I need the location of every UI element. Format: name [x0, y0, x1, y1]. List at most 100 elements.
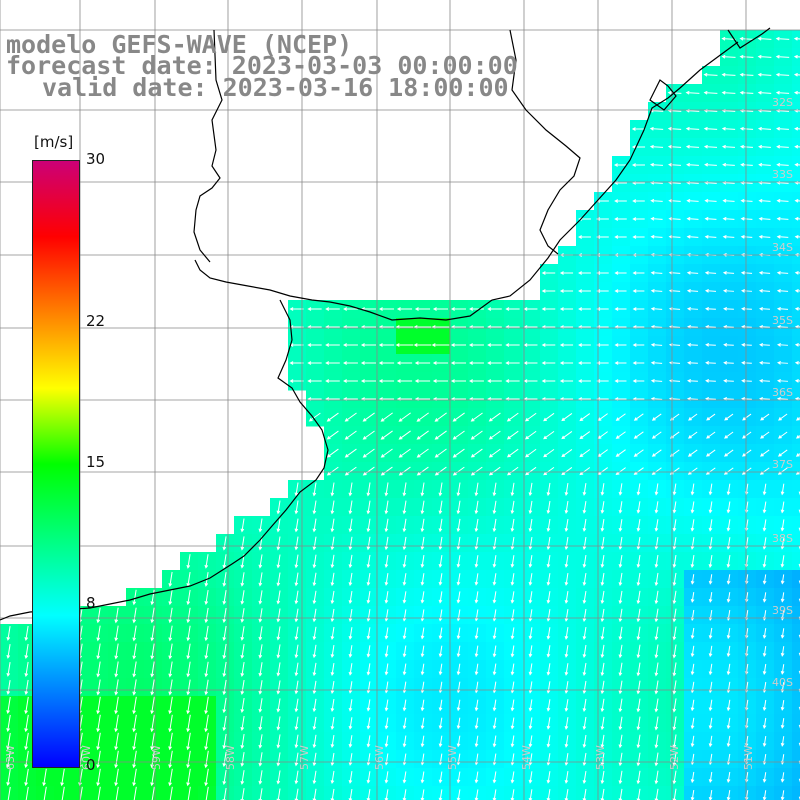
wind-arrow — [596, 307, 609, 311]
wind-arrow — [582, 752, 587, 767]
wind-arrow — [704, 234, 717, 239]
wind-arrow — [168, 732, 173, 751]
wind-arrow — [528, 627, 533, 640]
wind-arrow — [632, 343, 645, 347]
wind-arrow — [344, 430, 357, 440]
wind-arrow — [528, 609, 533, 622]
wind-arrow — [615, 449, 626, 457]
wind-arrow — [723, 378, 734, 383]
wind-arrow — [618, 590, 623, 605]
wind-arrow — [780, 574, 785, 585]
wind-arrow — [492, 627, 497, 640]
wind-arrow — [780, 483, 785, 496]
wind-arrow — [546, 717, 551, 730]
wind-arrow — [636, 770, 641, 785]
wind-arrow — [780, 519, 785, 532]
wind-arrow — [776, 234, 789, 239]
wind-arrow — [434, 466, 447, 476]
wind-arrow — [456, 645, 461, 658]
wind-arrow — [150, 696, 155, 715]
wind-arrow — [420, 500, 425, 515]
wind-arrow — [726, 519, 731, 532]
wind-arrow — [724, 413, 734, 421]
wind-arrow — [438, 573, 443, 586]
wind-arrow — [432, 307, 449, 311]
wind-arrow — [330, 518, 335, 533]
wind-arrow — [685, 90, 700, 95]
wind-arrow — [762, 501, 767, 514]
wind-cell — [792, 480, 800, 499]
wind-arrow — [416, 466, 429, 476]
wind-arrow — [6, 750, 11, 769]
wind-arrow — [742, 413, 752, 421]
wind-arrow — [600, 662, 605, 677]
wind-arrow — [384, 735, 389, 748]
wind-arrow — [564, 681, 569, 694]
wind-arrow — [222, 697, 227, 714]
wind-arrow — [722, 198, 735, 203]
wind-arrow — [312, 572, 317, 587]
wind-arrow — [600, 590, 605, 605]
wind-arrow — [456, 573, 461, 586]
wind-arrow — [456, 663, 461, 676]
wind-arrow — [312, 554, 317, 569]
wind-arrow — [362, 448, 375, 458]
wind-arrow — [96, 607, 101, 624]
wind-arrow — [492, 591, 497, 604]
wind-arrow — [758, 144, 771, 149]
wind-arrow — [600, 519, 605, 532]
wind-arrow — [632, 289, 645, 293]
wind-arrow — [690, 574, 695, 585]
wind-arrow — [24, 661, 29, 678]
wind-arrow — [258, 716, 263, 731]
wind-arrow — [168, 679, 173, 696]
colorbar-tick-22: 22 — [86, 311, 106, 330]
wind-arrow — [289, 307, 304, 311]
wind-arrow — [396, 361, 413, 365]
wind-arrow — [204, 554, 209, 569]
wind-arrow — [687, 342, 698, 347]
wind-arrow — [258, 590, 263, 605]
wind-arrow — [434, 448, 447, 458]
wind-arrow — [510, 591, 515, 604]
wind-arrow — [654, 554, 659, 569]
wind-arrow — [362, 466, 375, 476]
wind-arrow — [366, 627, 371, 640]
wind-arrow — [330, 662, 335, 676]
wind-arrow — [795, 453, 800, 457]
wind-arrow — [96, 661, 101, 678]
wind-arrow — [348, 500, 353, 515]
wind-arrow — [348, 717, 353, 730]
wind-arrow — [456, 771, 461, 784]
wind-arrow — [582, 770, 587, 785]
wind-arrow — [452, 466, 465, 476]
wind-arrow — [650, 270, 663, 275]
wind-arrow — [505, 361, 520, 365]
wind-arrow — [650, 216, 663, 221]
wind-arrow — [510, 555, 515, 568]
wind-arrow — [706, 431, 716, 439]
wind-arrow — [6, 732, 11, 751]
wind-arrow — [672, 537, 677, 550]
wind-arrow — [636, 519, 641, 532]
wind-arrow — [168, 714, 173, 733]
wind-arrow — [739, 54, 754, 59]
wind-arrow — [330, 536, 335, 551]
wind-arrow — [636, 572, 641, 587]
wind-arrow — [559, 289, 574, 293]
wind-arrow — [294, 662, 299, 677]
wind-arrow — [579, 449, 591, 458]
wind-arrow — [330, 770, 335, 785]
wind-cell — [792, 516, 800, 535]
wind-arrow — [431, 343, 450, 347]
wind-arrow — [690, 483, 695, 496]
wind-arrow — [654, 752, 659, 767]
wind-arrow — [132, 607, 137, 624]
wind-arrow — [618, 626, 623, 641]
wind-arrow — [384, 554, 389, 569]
wind-arrow — [721, 72, 736, 77]
wind-arrow — [636, 501, 641, 514]
wind-arrow — [474, 627, 479, 640]
wind-arrow — [706, 413, 716, 421]
